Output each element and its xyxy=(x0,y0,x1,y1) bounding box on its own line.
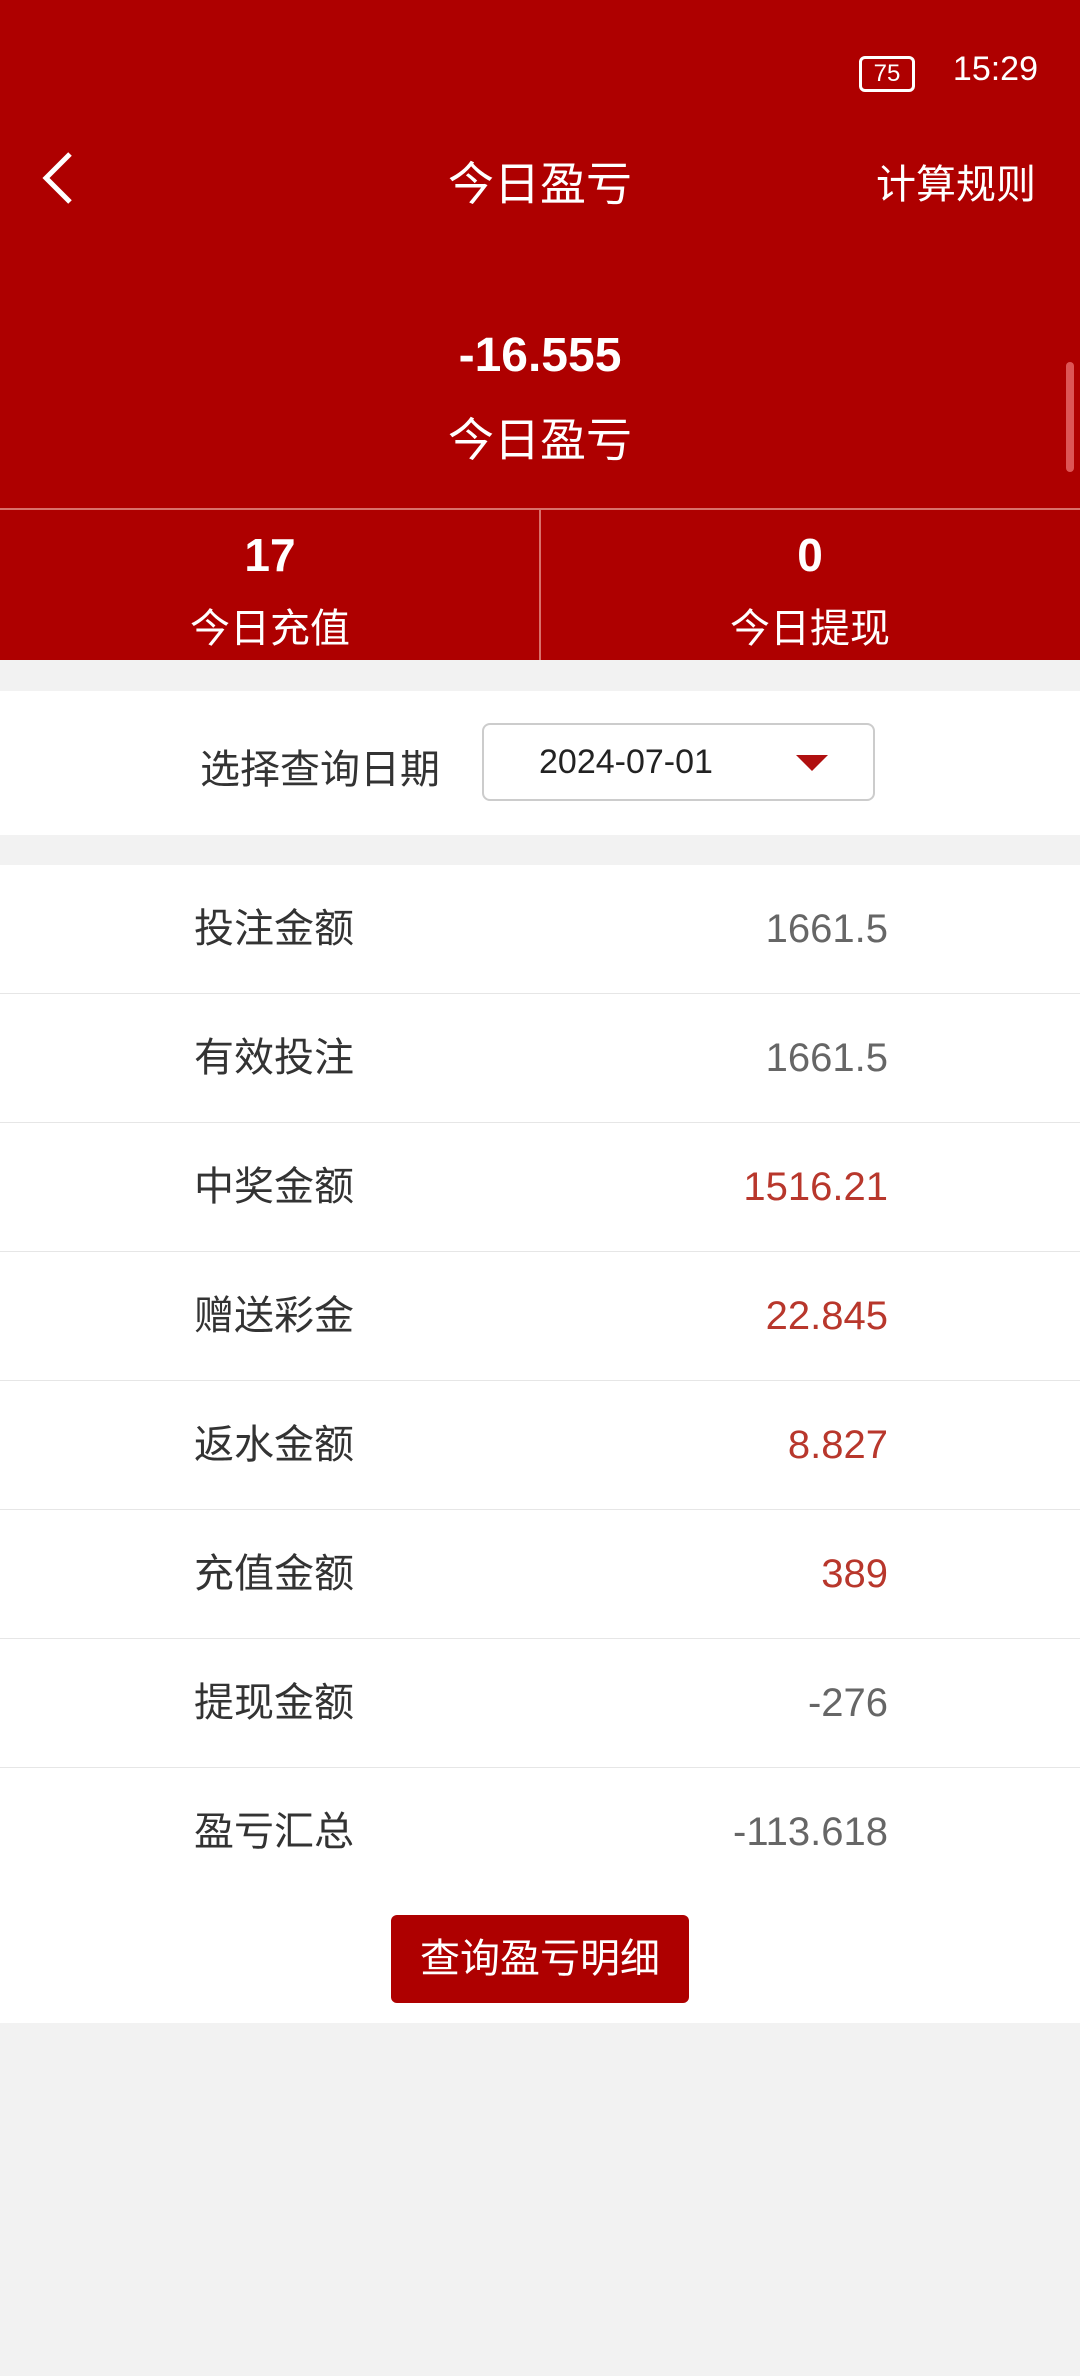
header: 15:29 75 今日盈亏 计算规则 -16.555 今日盈亏 17 今日充值 … xyxy=(0,0,1080,660)
row-label: 盈亏汇总 xyxy=(194,1809,354,1855)
detail-row: 投注金额 1661.5 xyxy=(0,865,1080,994)
row-label: 充值金额 xyxy=(194,1551,354,1597)
row-value: 1661.5 xyxy=(765,907,888,951)
row-label: 投注金额 xyxy=(194,906,354,952)
query-button[interactable]: 查询盈亏明细 xyxy=(391,1915,689,2003)
detail-row: 返水金额 8.827 xyxy=(0,1381,1080,1510)
page-title: 今日盈亏 xyxy=(448,157,632,211)
summary-label: 今日盈亏 xyxy=(448,413,632,467)
battery: 75 xyxy=(859,56,915,92)
button-area: 查询盈亏明细 xyxy=(0,1894,1080,2023)
row-value: 8.827 xyxy=(787,1423,888,1467)
row-value: 389 xyxy=(821,1552,888,1596)
row-value: -276 xyxy=(807,1681,888,1725)
detail-row: 充值金额 389 xyxy=(0,1510,1080,1639)
row-value: 1516.21 xyxy=(743,1165,888,1209)
date-label: 选择查询日期 xyxy=(200,747,440,793)
row-label: 中奖金额 xyxy=(194,1164,354,1210)
date-value: 2024-07-01 xyxy=(539,743,713,781)
back-button[interactable] xyxy=(38,150,78,206)
row-label: 提现金额 xyxy=(194,1680,354,1726)
detail-row: 赠送彩金 22.845 xyxy=(0,1252,1080,1381)
stat-label: 今日提现 xyxy=(730,606,890,652)
row-value: -113.618 xyxy=(733,1810,888,1854)
stat-value: 0 xyxy=(797,529,823,581)
row-label: 返水金额 xyxy=(194,1422,354,1468)
status-time: 15:29 xyxy=(952,50,1038,88)
date-select[interactable]: 2024-07-01 xyxy=(482,723,875,801)
detail-row: 有效投注 1661.5 xyxy=(0,994,1080,1123)
divider xyxy=(0,508,1080,510)
rule-link[interactable]: 计算规则 xyxy=(876,162,1036,208)
dropdown-arrow xyxy=(796,755,828,771)
detail-row: 中奖金额 1516.21 xyxy=(0,1123,1080,1252)
summary-value: -16.555 xyxy=(458,329,622,382)
stat-value: 17 xyxy=(244,529,296,581)
stat-label: 今日充值 xyxy=(190,606,350,652)
date-filter: 选择查询日期 2024-07-01 xyxy=(0,691,1080,835)
divider xyxy=(539,510,541,660)
scrollbar xyxy=(1066,362,1074,472)
row-value: 22.845 xyxy=(765,1294,888,1338)
detail-row: 提现金额 -276 xyxy=(0,1639,1080,1768)
detail-row: 盈亏汇总 -113.618 xyxy=(0,1768,1080,1897)
row-label: 赠送彩金 xyxy=(194,1293,354,1339)
row-value: 1661.5 xyxy=(765,1036,888,1080)
row-label: 有效投注 xyxy=(194,1035,354,1081)
